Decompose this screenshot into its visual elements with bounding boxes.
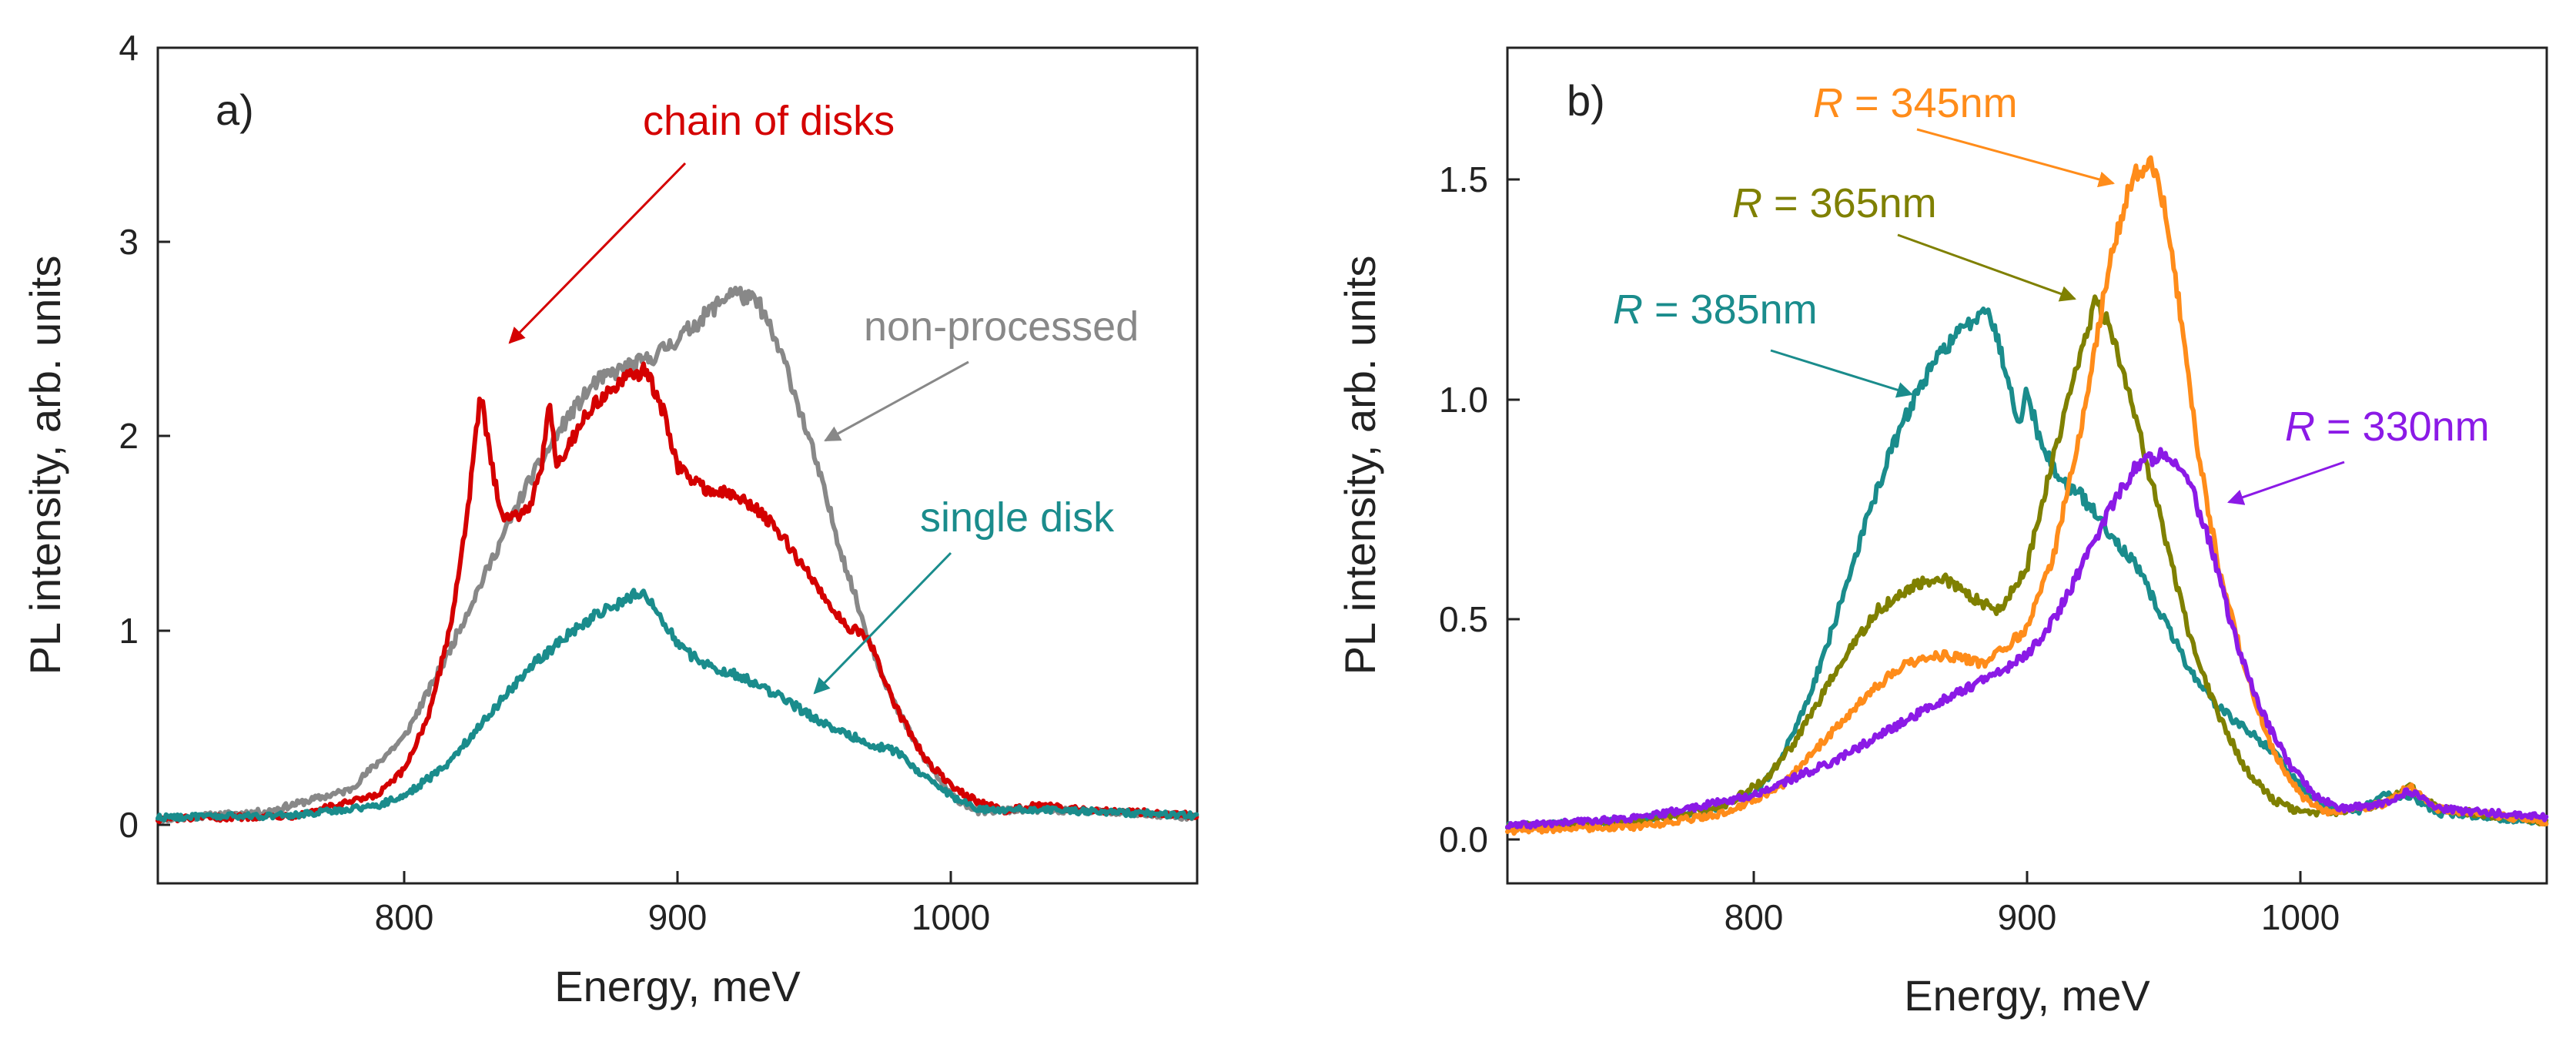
arrow-chain-of-disks bbox=[508, 162, 687, 344]
panel-b: 800 900 1000 0.0 0.5 1.0 1.5 Energy, meV… bbox=[1336, 46, 2549, 1020]
panel-b-series bbox=[1505, 155, 2549, 836]
panel-a-x-tick-label-1000: 1000 bbox=[912, 897, 990, 937]
panel-a-line-single-disk bbox=[156, 588, 1199, 823]
panel-b-x-tick-label-800: 800 bbox=[1725, 897, 1784, 937]
annotation-r330: R = 330nm bbox=[2285, 404, 2490, 450]
panel-a-y-tick-label-1: 1 bbox=[119, 611, 139, 651]
panel-a-y-axis-label: PL intensity, arb. units bbox=[21, 256, 69, 675]
panel-b-y-tick-label-1-5: 1.5 bbox=[1439, 159, 1488, 199]
annotation-r365: R = 365nm bbox=[1732, 180, 1937, 226]
panel-b-y-ticks: 0.0 0.5 1.0 1.5 bbox=[1439, 159, 1520, 859]
arrow-non-processed bbox=[824, 360, 969, 442]
annotation-chain-of-disks: chain of disks bbox=[643, 98, 895, 144]
annotation-r365-symbol: R bbox=[1732, 180, 1762, 226]
arrow-r365 bbox=[1897, 233, 2076, 302]
panel-b-x-axis-label: Energy, meV bbox=[1904, 971, 2150, 1020]
panel-b-line-r365 bbox=[1505, 294, 2549, 831]
panel-b-line-r330 bbox=[1505, 447, 2549, 830]
arrow-r385 bbox=[1770, 349, 1914, 398]
annotation-r385-symbol: R bbox=[1613, 286, 1643, 333]
panel-b-x-tick-label-1000: 1000 bbox=[2261, 897, 2340, 937]
panel-a: 800 900 1000 0 1 2 3 4 Energy, meV PL in… bbox=[21, 28, 1199, 1010]
panel-b-x-ticks: 800 900 1000 bbox=[1725, 871, 2340, 937]
annotation-r330-symbol: R bbox=[2285, 404, 2315, 450]
panel-a-y-tick-label-3: 3 bbox=[119, 222, 139, 262]
annotation-r365-value: = 365nm bbox=[1762, 180, 1937, 226]
panel-a-annotations: chain of disks non-processed single disk bbox=[508, 98, 1139, 695]
annotation-r385: R = 385nm bbox=[1613, 286, 1818, 333]
panel-b-plot-frame bbox=[1506, 46, 2548, 885]
panel-a-y-tick-label-4: 4 bbox=[119, 28, 139, 68]
panel-b-annotations: R = 345nm R = 365nm R = 385nm R = 330nm bbox=[1613, 80, 2490, 505]
panel-b-label: b) bbox=[1567, 76, 1605, 125]
annotation-r345-value: = 345nm bbox=[1843, 80, 2018, 126]
arrow-r330 bbox=[2227, 461, 2345, 505]
annotation-r330-value: = 330nm bbox=[2315, 404, 2490, 450]
panel-a-y-tick-label-2: 2 bbox=[119, 416, 139, 456]
panel-a-y-ticks: 0 1 2 3 4 bbox=[119, 28, 170, 845]
panel-b-y-axis-label: PL intensity, arb. units bbox=[1336, 256, 1384, 675]
annotation-non-processed: non-processed bbox=[864, 303, 1139, 350]
panel-a-x-tick-label-800: 800 bbox=[375, 897, 434, 937]
panel-a-x-axis-label: Energy, meV bbox=[554, 962, 801, 1010]
panel-b-y-tick-label-0-5: 0.5 bbox=[1439, 599, 1488, 639]
panel-a-x-ticks: 800 900 1000 bbox=[375, 871, 990, 937]
panel-a-series bbox=[156, 286, 1199, 825]
panel-b-line-r345 bbox=[1505, 155, 2549, 836]
arrow-single-disk bbox=[813, 551, 952, 695]
panel-a-y-tick-label-0: 0 bbox=[119, 805, 139, 845]
annotation-r345: R = 345nm bbox=[1813, 80, 2018, 126]
arrow-r345 bbox=[1916, 128, 2116, 188]
panel-b-x-tick-label-900: 900 bbox=[1998, 897, 2057, 937]
annotation-single-disk: single disk bbox=[920, 494, 1115, 541]
panel-a-label: a) bbox=[216, 85, 254, 134]
panel-a-line-chain-of-disks bbox=[156, 361, 1199, 825]
panel-a-x-tick-label-900: 900 bbox=[648, 897, 708, 937]
panel-a-line-non-processed bbox=[156, 286, 1199, 824]
annotation-r385-value: = 385nm bbox=[1643, 286, 1818, 333]
panel-b-y-tick-label-1-0: 1.0 bbox=[1439, 380, 1488, 420]
annotation-r345-symbol: R bbox=[1813, 80, 1843, 126]
panel-b-y-tick-label-0-0: 0.0 bbox=[1439, 819, 1488, 859]
